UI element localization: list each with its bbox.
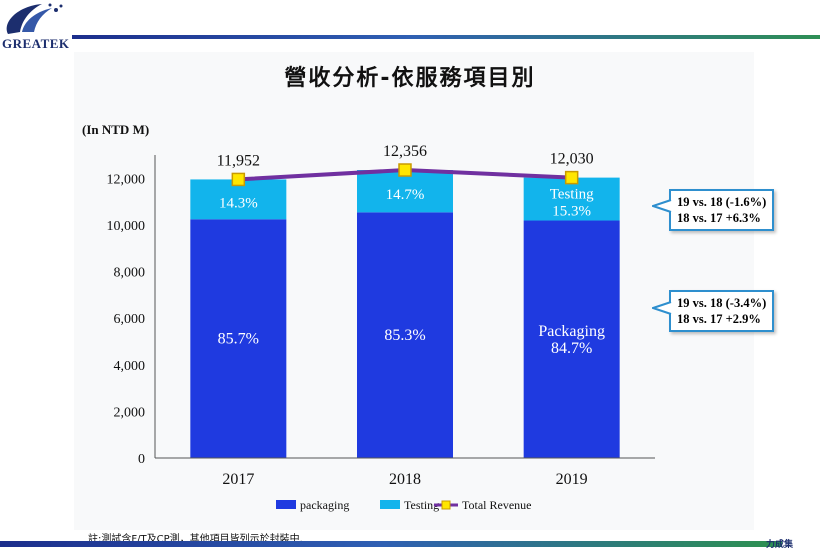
legend-label: packaging (300, 498, 349, 512)
x-axis: 2017 2018 2019 (155, 457, 655, 488)
total-revenue-label: 11,952 (217, 152, 260, 169)
y-tick-label: 4,000 (114, 359, 146, 374)
y-tick-label: 12,000 (107, 172, 146, 187)
x-tick-label: 2017 (222, 471, 254, 488)
label-line: 14.7% (386, 187, 425, 203)
label-line: 14.3% (219, 195, 258, 211)
legend-swatch-testing (380, 500, 400, 509)
footer-corner-text: 力成集 (766, 540, 794, 550)
x-tick-label: 2018 (389, 471, 421, 488)
total-revenue-marker (398, 163, 412, 177)
y-tick-label: 0 (138, 452, 145, 467)
y-axis-unit-label: (In NTD M) (82, 122, 150, 137)
callout-line: 18 vs. 17 +2.9% (677, 312, 761, 326)
y-tick-label: 8,000 (114, 266, 146, 281)
callout-pointer (652, 199, 672, 213)
legend-label: Testing (404, 498, 439, 512)
packaging-growth-callout: 19 vs. 18 (-3.4%) 18 vs. 17 +2.9% (669, 290, 775, 332)
total-revenue-label: 12,030 (550, 151, 594, 168)
logo-text: GREATEK (2, 36, 70, 51)
footer-corner-block (760, 541, 782, 547)
legend-label: Total Revenue (462, 498, 531, 512)
label-line: Testing (550, 187, 594, 203)
total-revenue-marker (564, 170, 579, 185)
total-revenue-label: 12,356 (383, 143, 427, 160)
callout-line: 18 vs. 17 +6.3% (677, 211, 761, 225)
testing-bar (357, 170, 453, 213)
company-logo: GREATEK (0, 0, 70, 60)
packaging-data-label: 85.7% (218, 331, 259, 348)
label-line: Packaging (538, 323, 605, 340)
footer-accent-bar (0, 541, 760, 547)
packaging-bar (523, 220, 620, 458)
y-tick-label: 6,000 (114, 312, 146, 327)
y-tick-label: 2,000 (114, 405, 146, 420)
total-revenue-marker (231, 172, 246, 187)
label-line: 15.3% (552, 204, 591, 220)
total-revenue-line: 11,952 12,356 12,030 (217, 143, 594, 187)
footnote: 註:測試含F/T及CP測，其他項目皆列示於封裝中. (88, 534, 303, 545)
label-line: 85.3% (384, 327, 425, 344)
testing-data-label: Testing 15.3% (550, 187, 594, 220)
chart-legend: packaging Testing Total Revenue (276, 498, 531, 512)
label-line: 84.7% (551, 340, 592, 357)
label-line: 85.7% (218, 331, 259, 348)
packaging-bar (357, 212, 453, 458)
testing-bar (523, 177, 620, 221)
packaging-data-label: Packaging 84.7% (538, 323, 605, 357)
packaging-bar (190, 219, 287, 458)
page-title: 營收分析-依服務項目別 (284, 66, 536, 91)
packaging-data-label: 85.3% (384, 327, 425, 344)
legend-swatch-marker (441, 500, 451, 510)
callout-line: 19 vs. 18 (-1.6%) (677, 195, 767, 209)
y-tick-label: 10,000 (107, 219, 146, 234)
callout-line: 19 vs. 18 (-3.4%) (677, 296, 767, 310)
logo-swoosh-icon (6, 3, 63, 34)
testing-data-label: 14.7% (386, 187, 425, 203)
callout-pointer (652, 301, 672, 315)
y-axis: 0 2,000 4,000 6,000 8,000 10,000 12,000 (107, 155, 156, 467)
legend-swatch-packaging (276, 500, 296, 509)
testing-growth-callout: 19 vs. 18 (-1.6%) 18 vs. 17 +6.3% (669, 189, 775, 231)
x-tick-label: 2019 (556, 471, 588, 488)
testing-data-label: 14.3% (219, 195, 258, 211)
header-accent-bar (72, 35, 820, 39)
bar-series: 85.7% 14.3% 85.3% 14.7% Packaging 84.7% Testin… (190, 170, 620, 458)
